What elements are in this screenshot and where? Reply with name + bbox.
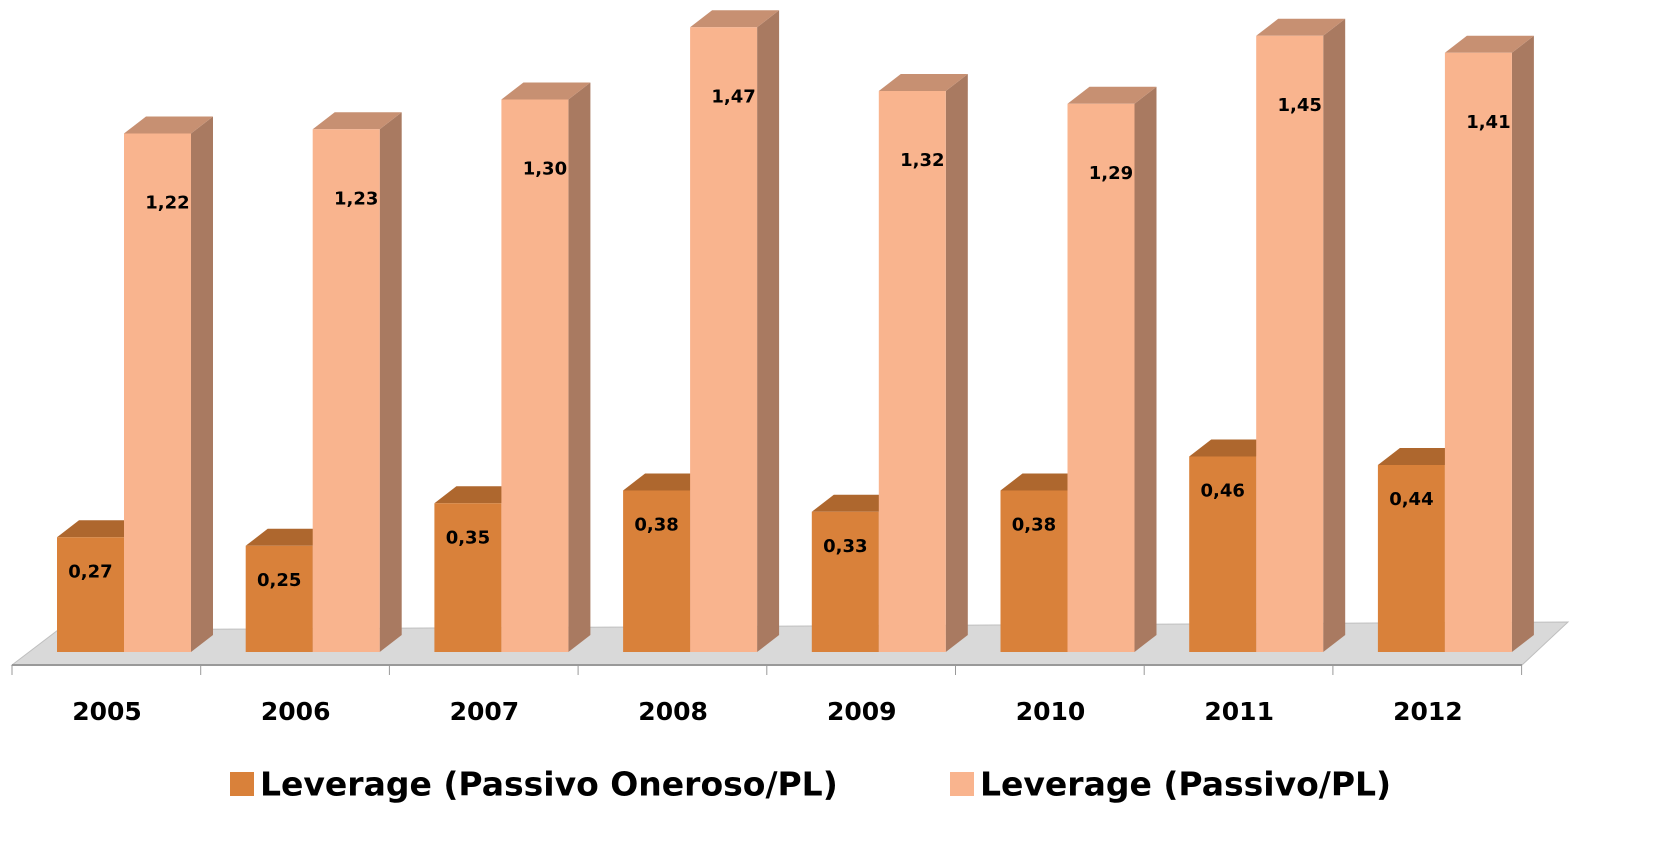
bar xyxy=(1377,465,1445,652)
value-label: 1,29 xyxy=(1089,163,1133,184)
bar-side xyxy=(945,74,968,652)
value-label: 0,35 xyxy=(446,527,490,548)
bar-side xyxy=(1511,35,1534,652)
bar-top xyxy=(1067,86,1157,104)
bar xyxy=(57,537,124,652)
bar-side xyxy=(568,82,591,652)
x-tick-label: 2008 xyxy=(638,697,708,726)
x-tick-label: 2007 xyxy=(450,697,520,726)
value-label: 0,38 xyxy=(1012,515,1056,536)
value-label: 0,38 xyxy=(634,515,678,536)
bar xyxy=(690,27,758,652)
bar xyxy=(1444,52,1512,652)
x-tick-label: 2009 xyxy=(827,697,897,726)
bar xyxy=(1067,103,1135,652)
legend-swatch xyxy=(230,772,254,796)
bar xyxy=(245,545,313,652)
legend-label: Leverage (Passivo Oneroso/PL) xyxy=(260,765,838,804)
bar xyxy=(124,133,191,652)
value-label: 1,32 xyxy=(900,150,944,171)
bar xyxy=(1000,490,1068,652)
value-label: 0,33 xyxy=(823,536,867,557)
bar xyxy=(623,490,691,652)
value-label: 1,23 xyxy=(334,188,378,209)
bar-top xyxy=(623,473,713,491)
value-label: 1,41 xyxy=(1466,112,1510,133)
x-tick-label: 2011 xyxy=(1204,697,1274,726)
bar-side xyxy=(191,116,213,652)
bar-top xyxy=(1000,473,1090,491)
bar xyxy=(312,129,380,652)
x-tick-label: 2005 xyxy=(72,697,142,726)
bar-top xyxy=(1189,439,1279,457)
value-label: 1,30 xyxy=(523,159,567,180)
bar-top xyxy=(811,494,901,512)
bar xyxy=(1189,456,1257,652)
bar xyxy=(811,511,879,652)
bar xyxy=(878,91,946,652)
bar-top xyxy=(434,486,524,504)
x-tick-label: 2006 xyxy=(261,697,331,726)
bar-top xyxy=(501,82,591,100)
bar-side xyxy=(1323,18,1346,652)
bar-side xyxy=(757,10,780,652)
bar xyxy=(1256,35,1324,652)
bar-top xyxy=(1256,18,1346,36)
value-label: 1,22 xyxy=(145,193,189,214)
bar-top xyxy=(690,10,780,28)
bar-side xyxy=(379,112,402,652)
bar xyxy=(501,99,569,652)
bar-top xyxy=(1377,448,1467,465)
x-tick-label: 2012 xyxy=(1393,697,1463,726)
bar-top xyxy=(312,112,402,130)
value-label: 1,47 xyxy=(711,86,755,107)
bar-top xyxy=(124,116,213,134)
value-label: 0,46 xyxy=(1200,481,1244,502)
bar-side xyxy=(1134,86,1157,652)
bar-top xyxy=(878,74,968,91)
value-label: 0,27 xyxy=(68,561,112,582)
bar-top xyxy=(57,520,146,538)
x-tick-label: 2010 xyxy=(1016,697,1086,726)
bar xyxy=(434,503,502,652)
legend-label: Leverage (Passivo/PL) xyxy=(980,765,1391,804)
value-label: 0,44 xyxy=(1389,489,1433,510)
value-label: 0,25 xyxy=(257,570,301,591)
bar-top xyxy=(245,528,335,546)
bar-top xyxy=(1444,35,1534,53)
value-label: 1,45 xyxy=(1277,95,1321,116)
legend-swatch xyxy=(950,772,974,796)
